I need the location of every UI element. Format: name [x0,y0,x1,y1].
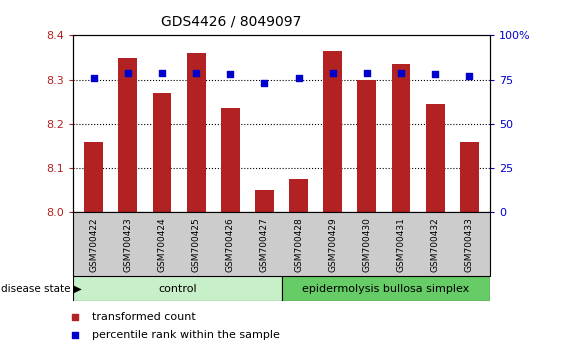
Text: GSM700422: GSM700422 [89,217,98,272]
Point [363,70,372,75]
Bar [323,51,342,212]
Bar [289,179,308,212]
Text: GSM700429: GSM700429 [328,217,337,272]
Bar [221,108,240,212]
Text: percentile rank within the sample: percentile rank within the sample [92,330,280,339]
Text: GSM700431: GSM700431 [396,217,405,272]
Text: GSM700433: GSM700433 [465,217,474,272]
Point [431,72,440,77]
Text: GSM700425: GSM700425 [191,217,200,272]
Text: GSM700432: GSM700432 [431,217,440,272]
Text: GSM700423: GSM700423 [123,217,132,272]
Point [465,73,474,79]
Point [226,72,235,77]
Bar [426,104,445,212]
Point [123,70,132,75]
Bar [282,276,490,301]
Text: control: control [158,284,196,293]
Bar [73,276,282,301]
Bar [84,142,103,212]
Bar [392,64,410,212]
Point [89,75,98,81]
Bar [255,190,274,212]
Point [158,70,167,75]
Point [260,80,269,86]
Point [396,70,405,75]
Bar [153,93,171,212]
Text: epidermolysis bullosa simplex: epidermolysis bullosa simplex [302,284,470,293]
Point [191,70,200,75]
Point [70,332,79,337]
Bar [187,53,205,212]
Text: GSM700428: GSM700428 [294,217,303,272]
Text: GSM700430: GSM700430 [363,217,372,272]
Point [70,314,79,320]
Point [294,75,303,81]
Text: disease state ▶: disease state ▶ [1,284,81,293]
Text: GDS4426 / 8049097: GDS4426 / 8049097 [162,14,302,28]
Bar [460,142,479,212]
Text: GSM700424: GSM700424 [158,217,167,272]
Point [328,70,337,75]
Bar [118,58,137,212]
Text: transformed count: transformed count [92,312,195,322]
Text: GSM700426: GSM700426 [226,217,235,272]
Text: GSM700427: GSM700427 [260,217,269,272]
Bar [73,212,490,276]
Bar [358,80,376,212]
